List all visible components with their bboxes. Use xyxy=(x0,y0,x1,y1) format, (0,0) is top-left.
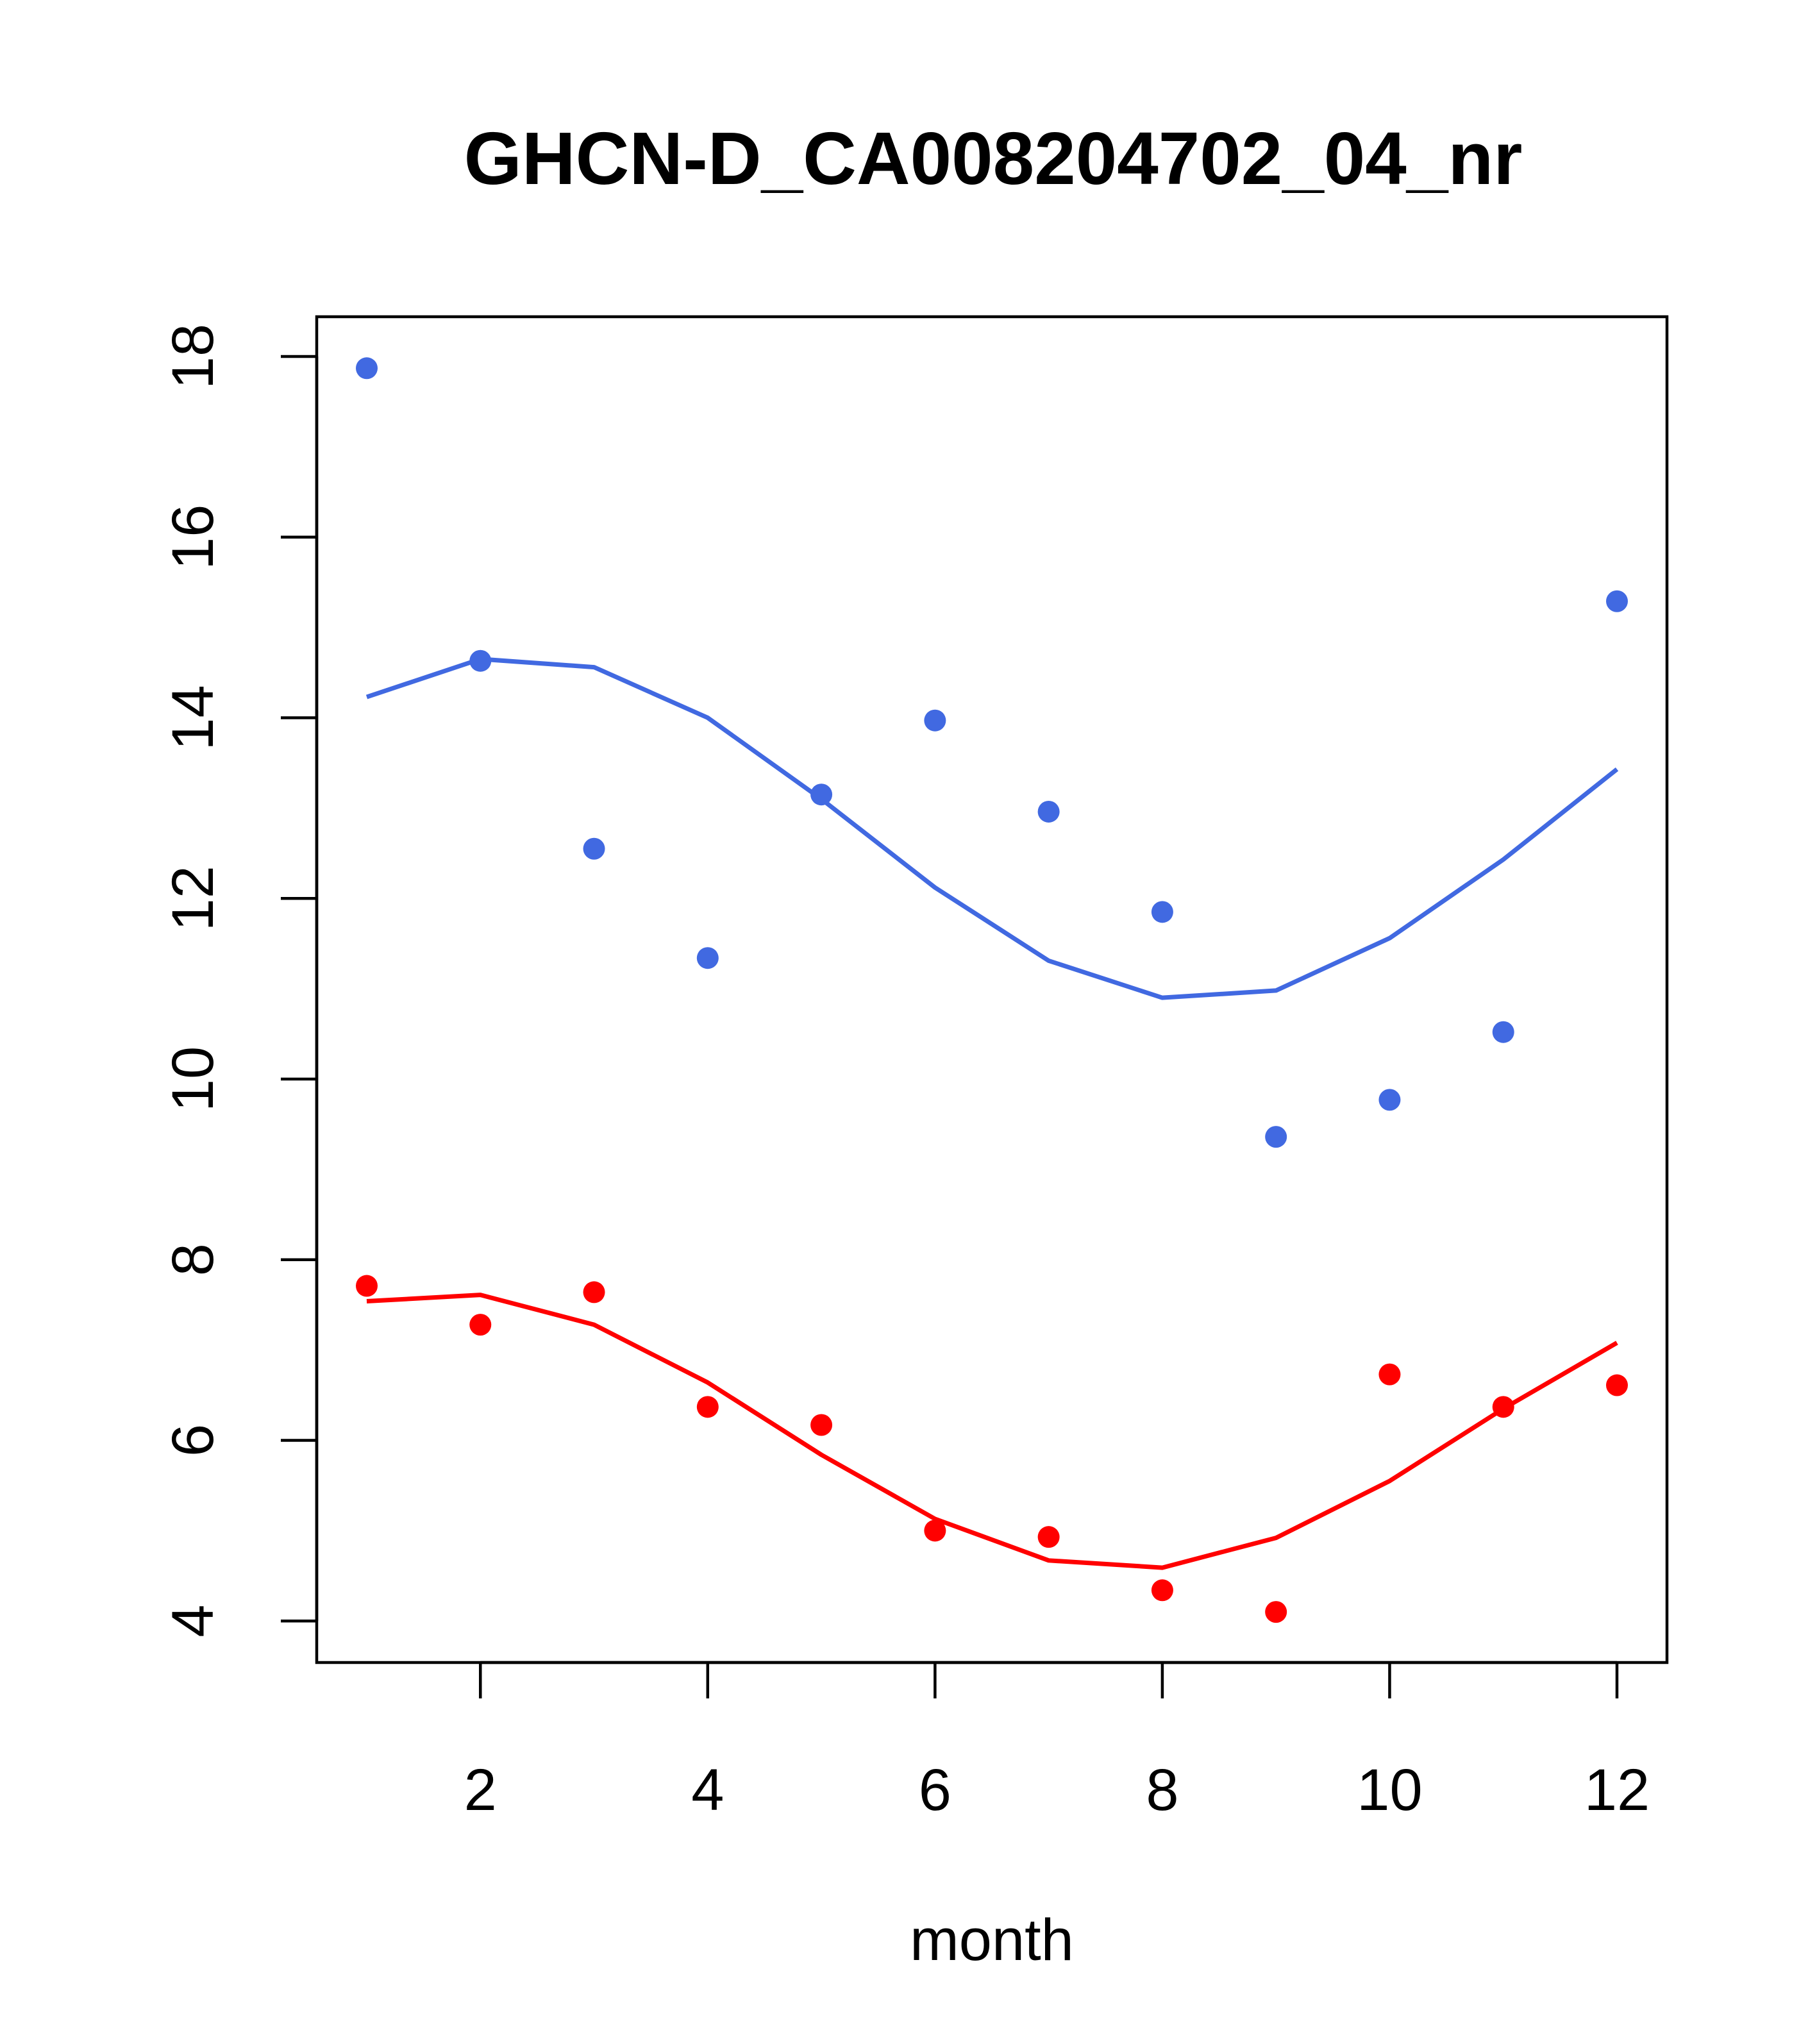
data-point xyxy=(1378,1363,1401,1386)
data-point xyxy=(696,947,719,969)
data-point xyxy=(1151,901,1173,923)
x-tick-label: 10 xyxy=(1357,1757,1422,1823)
data-point xyxy=(924,709,946,732)
y-tick-label: 14 xyxy=(160,685,226,750)
x-tick-label: 4 xyxy=(691,1757,724,1823)
data-point xyxy=(1265,1126,1287,1148)
series-layer xyxy=(356,357,1628,1623)
data-point xyxy=(810,1414,833,1436)
data-point xyxy=(356,357,378,380)
data-point xyxy=(469,1314,492,1336)
x-tick-label: 12 xyxy=(1584,1757,1650,1823)
y-tick-label: 8 xyxy=(160,1243,226,1276)
y-tick-label: 18 xyxy=(160,324,226,389)
data-point xyxy=(1378,1089,1401,1111)
data-point xyxy=(469,649,492,672)
plot-frame xyxy=(315,315,1669,1664)
data-point xyxy=(696,1396,719,1418)
y-axis: 4 6 8 10 12 14 16 18 xyxy=(160,324,319,1638)
series-0 xyxy=(356,357,1628,1148)
data-point xyxy=(1037,1526,1060,1548)
data-point xyxy=(356,1275,378,1297)
y-tick-label: 6 xyxy=(160,1424,226,1457)
y-tick-label: 10 xyxy=(160,1046,226,1112)
data-point xyxy=(1492,1396,1514,1418)
data-point xyxy=(1151,1579,1173,1602)
series-line xyxy=(366,1293,1618,1570)
series-line xyxy=(365,657,1619,1000)
data-point xyxy=(810,783,833,806)
data-point xyxy=(1606,590,1628,612)
chart-title: GHCN-D_CA008204702_04_nr xyxy=(464,117,1523,200)
data-point xyxy=(583,837,605,860)
x-tick-label: 6 xyxy=(919,1757,951,1823)
data-point xyxy=(583,1281,605,1303)
y-tick-label: 16 xyxy=(160,505,226,570)
series-1 xyxy=(356,1275,1628,1623)
y-tick-label: 12 xyxy=(160,866,226,931)
data-point xyxy=(1606,1374,1628,1396)
x-tick-label: 2 xyxy=(464,1757,497,1823)
data-point xyxy=(1492,1021,1514,1043)
data-point xyxy=(1037,800,1060,823)
data-point xyxy=(924,1520,946,1542)
x-axis: 2 4 6 8 10 12 xyxy=(464,1661,1650,1823)
data-point xyxy=(1265,1601,1287,1623)
x-tick-label: 8 xyxy=(1146,1757,1178,1823)
x-axis-label: month xyxy=(910,1907,1074,1973)
y-tick-label: 4 xyxy=(160,1605,226,1638)
